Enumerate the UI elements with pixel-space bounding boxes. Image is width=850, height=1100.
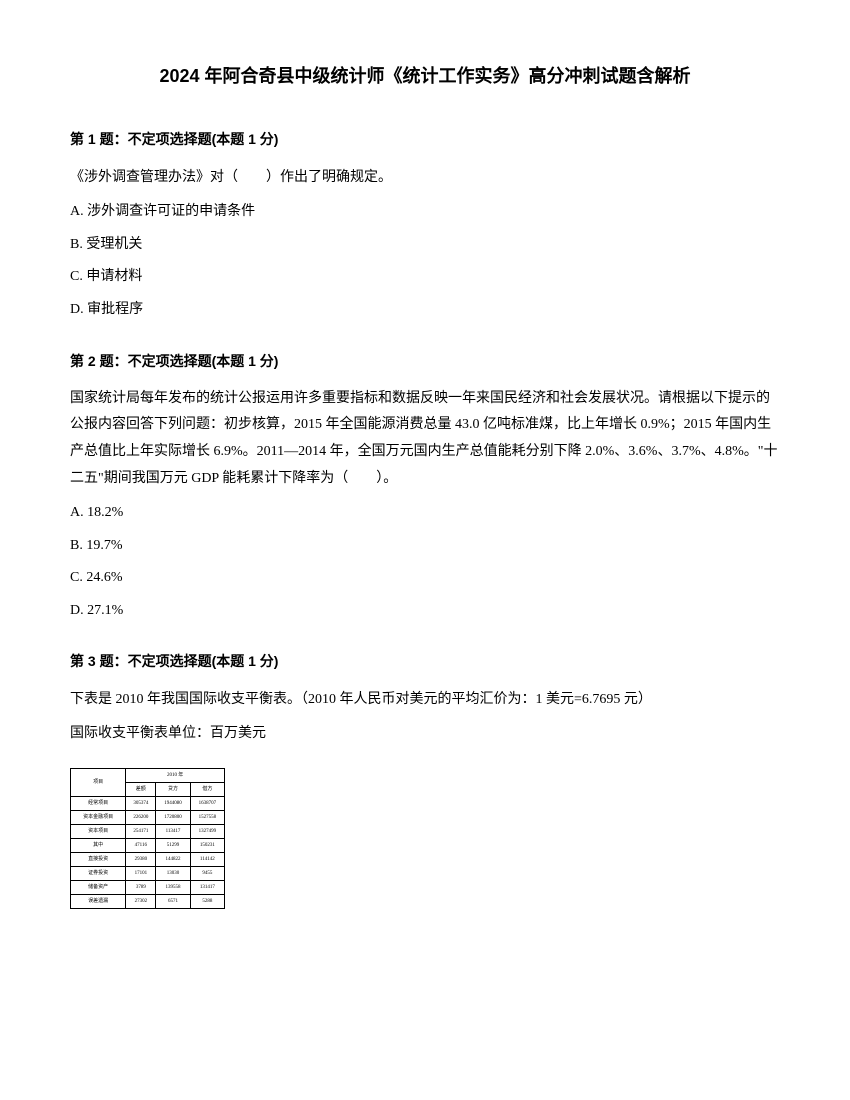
q1-option-d: D. 审批程序 xyxy=(70,297,780,324)
table-item-header: 项目 xyxy=(71,768,126,796)
q3-text1: 下表是 2010 年我国国际收支平衡表。（2010 年人民币对美元的平均汇价为：… xyxy=(70,687,780,714)
table-row: 经常项目 305374 1944080 1638707 xyxy=(71,796,225,810)
page-title: 2024 年阿合奇县中级统计师《统计工作实务》高分冲刺试题含解析 xyxy=(70,60,780,92)
q2-option-a: A. 18.2% xyxy=(70,500,780,527)
q1-option-c: C. 申请材料 xyxy=(70,264,780,291)
q2-text: 国家统计局每年发布的统计公报运用许多重要指标和数据反映一年来国民经济和社会发展状… xyxy=(70,386,780,492)
q2-option-b: B. 19.7% xyxy=(70,533,780,560)
q2-header: 第 2 题：不定项选择题(本题 1 分) xyxy=(70,349,780,374)
table-row: 证券投资 17101 13030 9455 xyxy=(71,866,225,880)
q3-header: 第 3 题：不定项选择题(本题 1 分) xyxy=(70,649,780,674)
table-row: 资本项目 254171 113417 1327499 xyxy=(71,824,225,838)
q2-option-d: D. 27.1% xyxy=(70,598,780,625)
q1-header: 第 1 题：不定项选择题(本题 1 分) xyxy=(70,127,780,152)
q3-text2: 国际收支平衡表单位：百万美元 xyxy=(70,721,780,748)
table-col2: 贷方 xyxy=(156,782,190,796)
q1-option-a: A. 涉外调查许可证的申请条件 xyxy=(70,199,780,226)
q1-text: 《涉外调查管理办法》对（ ）作出了明确规定。 xyxy=(70,165,780,192)
table-row: 其中 47116 51299 150231 xyxy=(71,838,225,852)
q1-option-b: B. 受理机关 xyxy=(70,232,780,259)
table-row: 资本金融项目 226200 1720800 1527558 xyxy=(71,810,225,824)
table-row: 储备资产 3789 139558 131417 xyxy=(71,880,225,894)
table-year-header: 2010 年 xyxy=(126,768,225,782)
table-col3: 借方 xyxy=(190,782,224,796)
table-row: 直接投资 29380 144822 114142 xyxy=(71,852,225,866)
q2-option-c: C. 24.6% xyxy=(70,565,780,592)
table-col1: 差额 xyxy=(126,782,156,796)
balance-table: 项目 2010 年 差额 贷方 借方 经常项目 305374 1944080 1… xyxy=(70,768,780,909)
table-row: 误差遗漏 27302 6571 5288 xyxy=(71,894,225,908)
